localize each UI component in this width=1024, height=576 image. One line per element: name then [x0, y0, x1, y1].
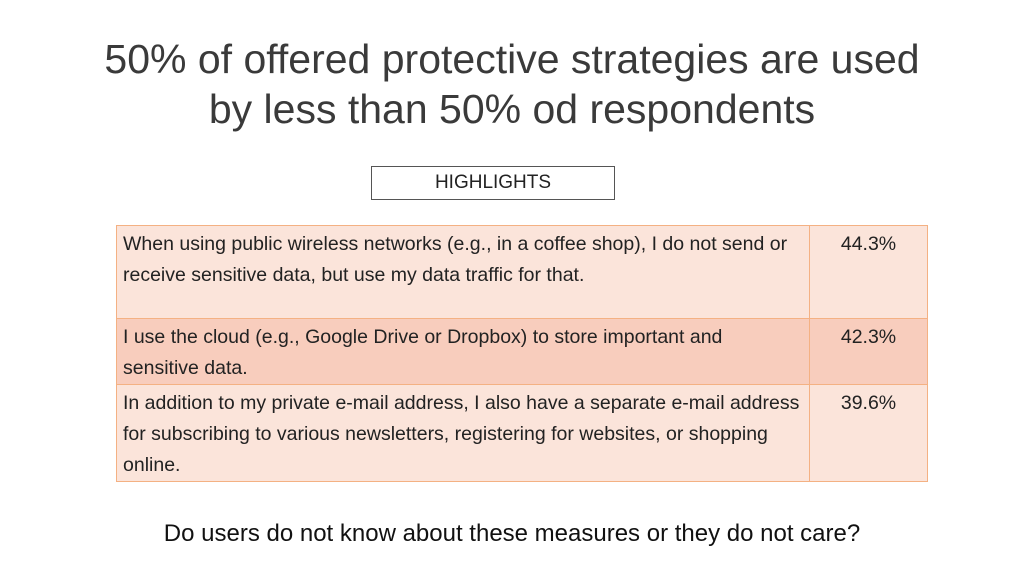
strategy-percent: 42.3% [809, 318, 928, 385]
strategy-percent: 39.6% [809, 384, 928, 482]
slide-title: 50% of offered protective strategies are… [40, 34, 984, 134]
table-row: When using public wireless networks (e.g… [116, 225, 928, 319]
table-row: In addition to my private e-mail address… [116, 384, 928, 482]
strategy-description: In addition to my private e-mail address… [116, 384, 810, 482]
table-row: I use the cloud (e.g., Google Drive or D… [116, 318, 928, 385]
slide-title-line-2: by less than 50% od respondents [208, 86, 816, 132]
strategy-percent: 44.3% [809, 225, 928, 319]
strategy-description: I use the cloud (e.g., Google Drive or D… [116, 318, 810, 385]
strategies-table: When using public wireless networks (e.g… [116, 225, 928, 482]
highlights-label-box: HIGHLIGHTS [371, 166, 615, 200]
strategy-description: When using public wireless networks (e.g… [116, 225, 810, 319]
highlights-label: HIGHLIGHTS [434, 172, 552, 193]
slide-title-line-1: 50% of offered protective strategies are… [104, 36, 920, 82]
footer-question: Do users do not know about these measure… [163, 520, 861, 547]
